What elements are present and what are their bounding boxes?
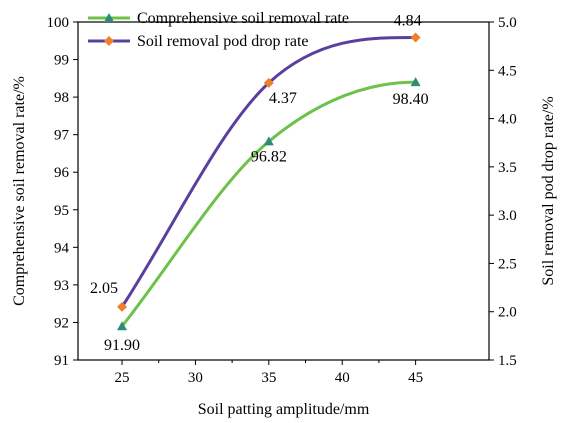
y-left-tick-label: 94 — [54, 240, 70, 256]
data-label: 4.37 — [269, 90, 297, 107]
data-point-marker — [410, 32, 421, 43]
data-point-marker — [263, 136, 274, 146]
data-labels: 91.90 96.82 98.40 2.05 4.37 4.84 — [90, 12, 429, 354]
y-left-tick-label: 95 — [54, 203, 69, 219]
series-2 — [117, 32, 421, 312]
x-tick-label: 45 — [408, 370, 423, 386]
legend-marker — [104, 13, 114, 22]
legend-label: Comprehensive soil removal rate — [137, 10, 349, 27]
legend: Comprehensive soil removal rate Soil remo… — [88, 10, 349, 50]
x-tick-label: 40 — [335, 370, 350, 386]
legend-item-2: Soil removal pod drop rate — [88, 33, 309, 50]
y-right-axis-title: Soil removal pod drop rate/% — [540, 96, 557, 285]
y-left-tick-label: 92 — [54, 315, 69, 331]
data-label: 91.90 — [104, 337, 140, 354]
x-tick-label: 25 — [115, 370, 130, 386]
y-left-tick-label: 98 — [54, 90, 69, 106]
x-tick-label: 35 — [261, 370, 276, 386]
y-left-tick-label: 99 — [54, 53, 69, 69]
y-right-tick-label: 2.5 — [498, 256, 517, 272]
y-left-tick-label: 96 — [54, 165, 70, 181]
data-point-marker — [117, 321, 128, 331]
y-left-tick-label: 97 — [54, 128, 70, 144]
y-right-tick-label: 4.5 — [498, 63, 517, 79]
data-point-marker — [117, 301, 128, 312]
y-right-tick-label: 2.0 — [498, 305, 517, 321]
y-right-tick-label: 1.5 — [498, 353, 517, 369]
x-axis-title: Soil patting amplitude/mm — [198, 401, 370, 418]
y-right-tick-label: 4.0 — [498, 112, 517, 128]
legend-label: Soil removal pod drop rate — [137, 33, 309, 50]
axes: 25 30 35 40 45 91 92 93 94 95 96 97 98 99 100 1.5 2.0 2.5… — [47, 15, 517, 386]
x-tick-label: 30 — [188, 370, 203, 386]
data-point-marker — [410, 77, 421, 87]
series-line — [120, 35, 416, 308]
y-right-tick-label: 3.0 — [498, 208, 517, 224]
series-line — [120, 80, 416, 328]
y-left-tick-label: 100 — [47, 15, 70, 31]
plot-frame — [77, 21, 490, 361]
y-left-tick-label: 91 — [54, 353, 69, 369]
y-left-tick-label: 93 — [54, 278, 69, 294]
data-label: 96.82 — [251, 148, 287, 165]
data-label: 98.40 — [393, 91, 429, 108]
data-point-marker — [263, 77, 274, 88]
y-right-tick-label: 5.0 — [498, 15, 517, 31]
y-right-tick-label: 3.5 — [498, 160, 517, 176]
y-left-axis-title: Comprehensive soil removal rate/% — [11, 76, 28, 306]
legend-item-1: Comprehensive soil removal rate — [88, 10, 349, 27]
legend-marker — [104, 36, 114, 46]
data-label: 2.05 — [90, 280, 118, 297]
series-1 — [117, 77, 421, 331]
series-layer — [117, 32, 421, 331]
data-label: 4.84 — [394, 12, 422, 29]
